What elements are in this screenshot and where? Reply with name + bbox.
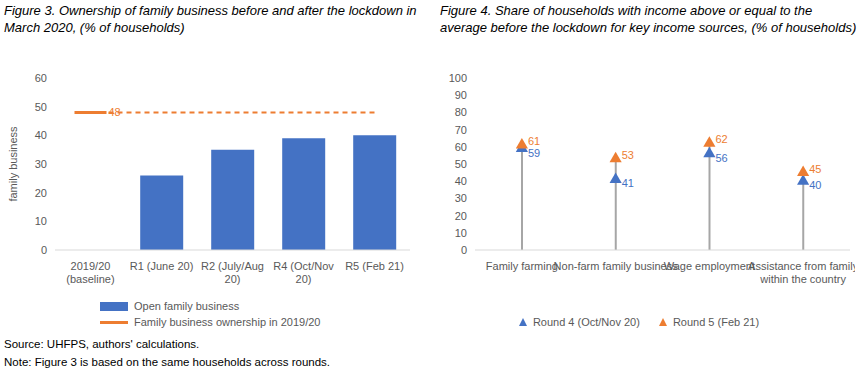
svg-text:50: 50 <box>35 101 47 113</box>
svg-text:Family farming: Family farming <box>486 260 558 272</box>
svg-text:0: 0 <box>41 244 47 256</box>
svg-text:30: 30 <box>35 158 47 170</box>
svg-text:56: 56 <box>715 152 727 164</box>
svg-text:41: 41 <box>622 177 634 189</box>
svg-text:R1 (June 20): R1 (June 20) <box>130 260 194 272</box>
html-text:Figure 3. Ownership of family: Figure 3. Ownership of family business b… <box>4 3 417 35</box>
svg-text:50: 50 <box>455 158 467 170</box>
svg-text:100: 100 <box>449 72 467 84</box>
svg-text:60: 60 <box>35 72 47 84</box>
svg-text:40: 40 <box>809 179 821 191</box>
svg-text:2019/20(baseline): 2019/20(baseline) <box>66 260 114 285</box>
svg-text:40: 40 <box>35 129 47 141</box>
html-text:Round 5 (Feb 21): Round 5 (Feb 21) <box>672 316 760 328</box>
svg-text:59: 59 <box>528 147 540 159</box>
svg-text:70: 70 <box>455 124 467 136</box>
svg-text:R2 (July/Aug20): R2 (July/Aug20) <box>201 260 264 285</box>
html-text:Round 4 (Oct/Nov 20): Round 4 (Oct/Nov 20) <box>532 316 640 328</box>
svg-text:R4 (Oct/Nov20): R4 (Oct/Nov20) <box>273 260 334 285</box>
svg-text:20: 20 <box>35 187 47 199</box>
svg-text:40: 40 <box>455 175 467 187</box>
html-text:Note: Figure 3 is based on the: Note: Figure 3 is based on the same hous… <box>4 356 330 368</box>
svg-text:80: 80 <box>455 106 467 118</box>
svg-text:45: 45 <box>809 163 821 175</box>
svg-text:R5 (Feb 21): R5 (Feb 21) <box>345 260 404 272</box>
html-text:Source: UHFPS, authors' calcul: Source: UHFPS, authors' calculations. <box>4 338 200 350</box>
svg-text:53: 53 <box>622 149 634 161</box>
svg-text:Non-farm family business: Non-farm family business <box>554 260 679 272</box>
svg-text:Assistance from familywithin t: Assistance from familywithin the country <box>748 260 854 285</box>
svg-text:62: 62 <box>715 133 727 145</box>
svg-text:90: 90 <box>455 89 467 101</box>
svg-text:48: 48 <box>109 106 121 118</box>
html-text:Family business ownership in 2: Family business ownership in 2019/20 <box>134 316 321 328</box>
svg-text:30: 30 <box>455 192 467 204</box>
svg-text:60: 60 <box>455 141 467 153</box>
svg-text:Wage employment: Wage employment <box>664 260 755 272</box>
html-text:Figure 4. Share of households: Figure 4. Share of households with incom… <box>440 3 857 35</box>
svg-text:61: 61 <box>528 135 540 147</box>
html-text:Open family business: Open family business <box>134 300 240 312</box>
svg-text:20: 20 <box>455 210 467 222</box>
svg-text:10: 10 <box>455 227 467 239</box>
svg-text:10: 10 <box>35 215 47 227</box>
svg-text:family business: family business <box>8 126 19 202</box>
svg-text:0: 0 <box>461 244 467 256</box>
